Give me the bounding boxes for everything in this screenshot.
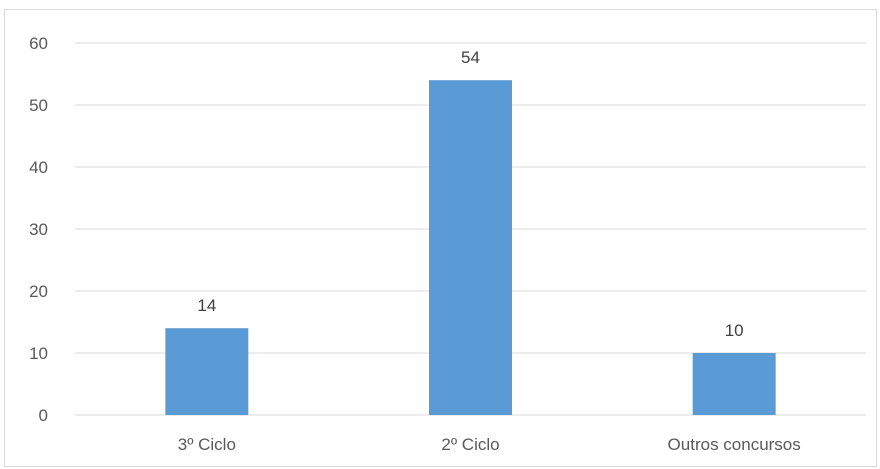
y-tick-label: 60: [29, 34, 48, 53]
y-tick-label: 10: [29, 344, 48, 363]
bar-2: [429, 80, 512, 415]
y-tick-label: 0: [39, 406, 48, 425]
bar-3: [692, 353, 776, 415]
y-axis-ticks: 0 10 20 30 40 50 60: [29, 34, 48, 425]
bar-1: [165, 328, 249, 415]
data-label: 10: [725, 321, 744, 340]
y-tick-label: 50: [29, 96, 48, 115]
y-tick-label: 20: [29, 282, 48, 301]
x-axis-ticks: 3º Ciclo 2º Ciclo Outros concursos: [178, 435, 801, 454]
data-label: 54: [461, 48, 480, 67]
x-tick-label: 3º Ciclo: [178, 435, 236, 454]
data-label: 14: [197, 296, 216, 315]
y-tick-label: 40: [29, 158, 48, 177]
y-tick-label: 30: [29, 220, 48, 239]
x-tick-label: Outros concursos: [668, 435, 801, 454]
x-tick-label: 2º Ciclo: [441, 435, 499, 454]
data-labels: 14 54 10: [197, 48, 743, 340]
bars: [165, 80, 776, 415]
